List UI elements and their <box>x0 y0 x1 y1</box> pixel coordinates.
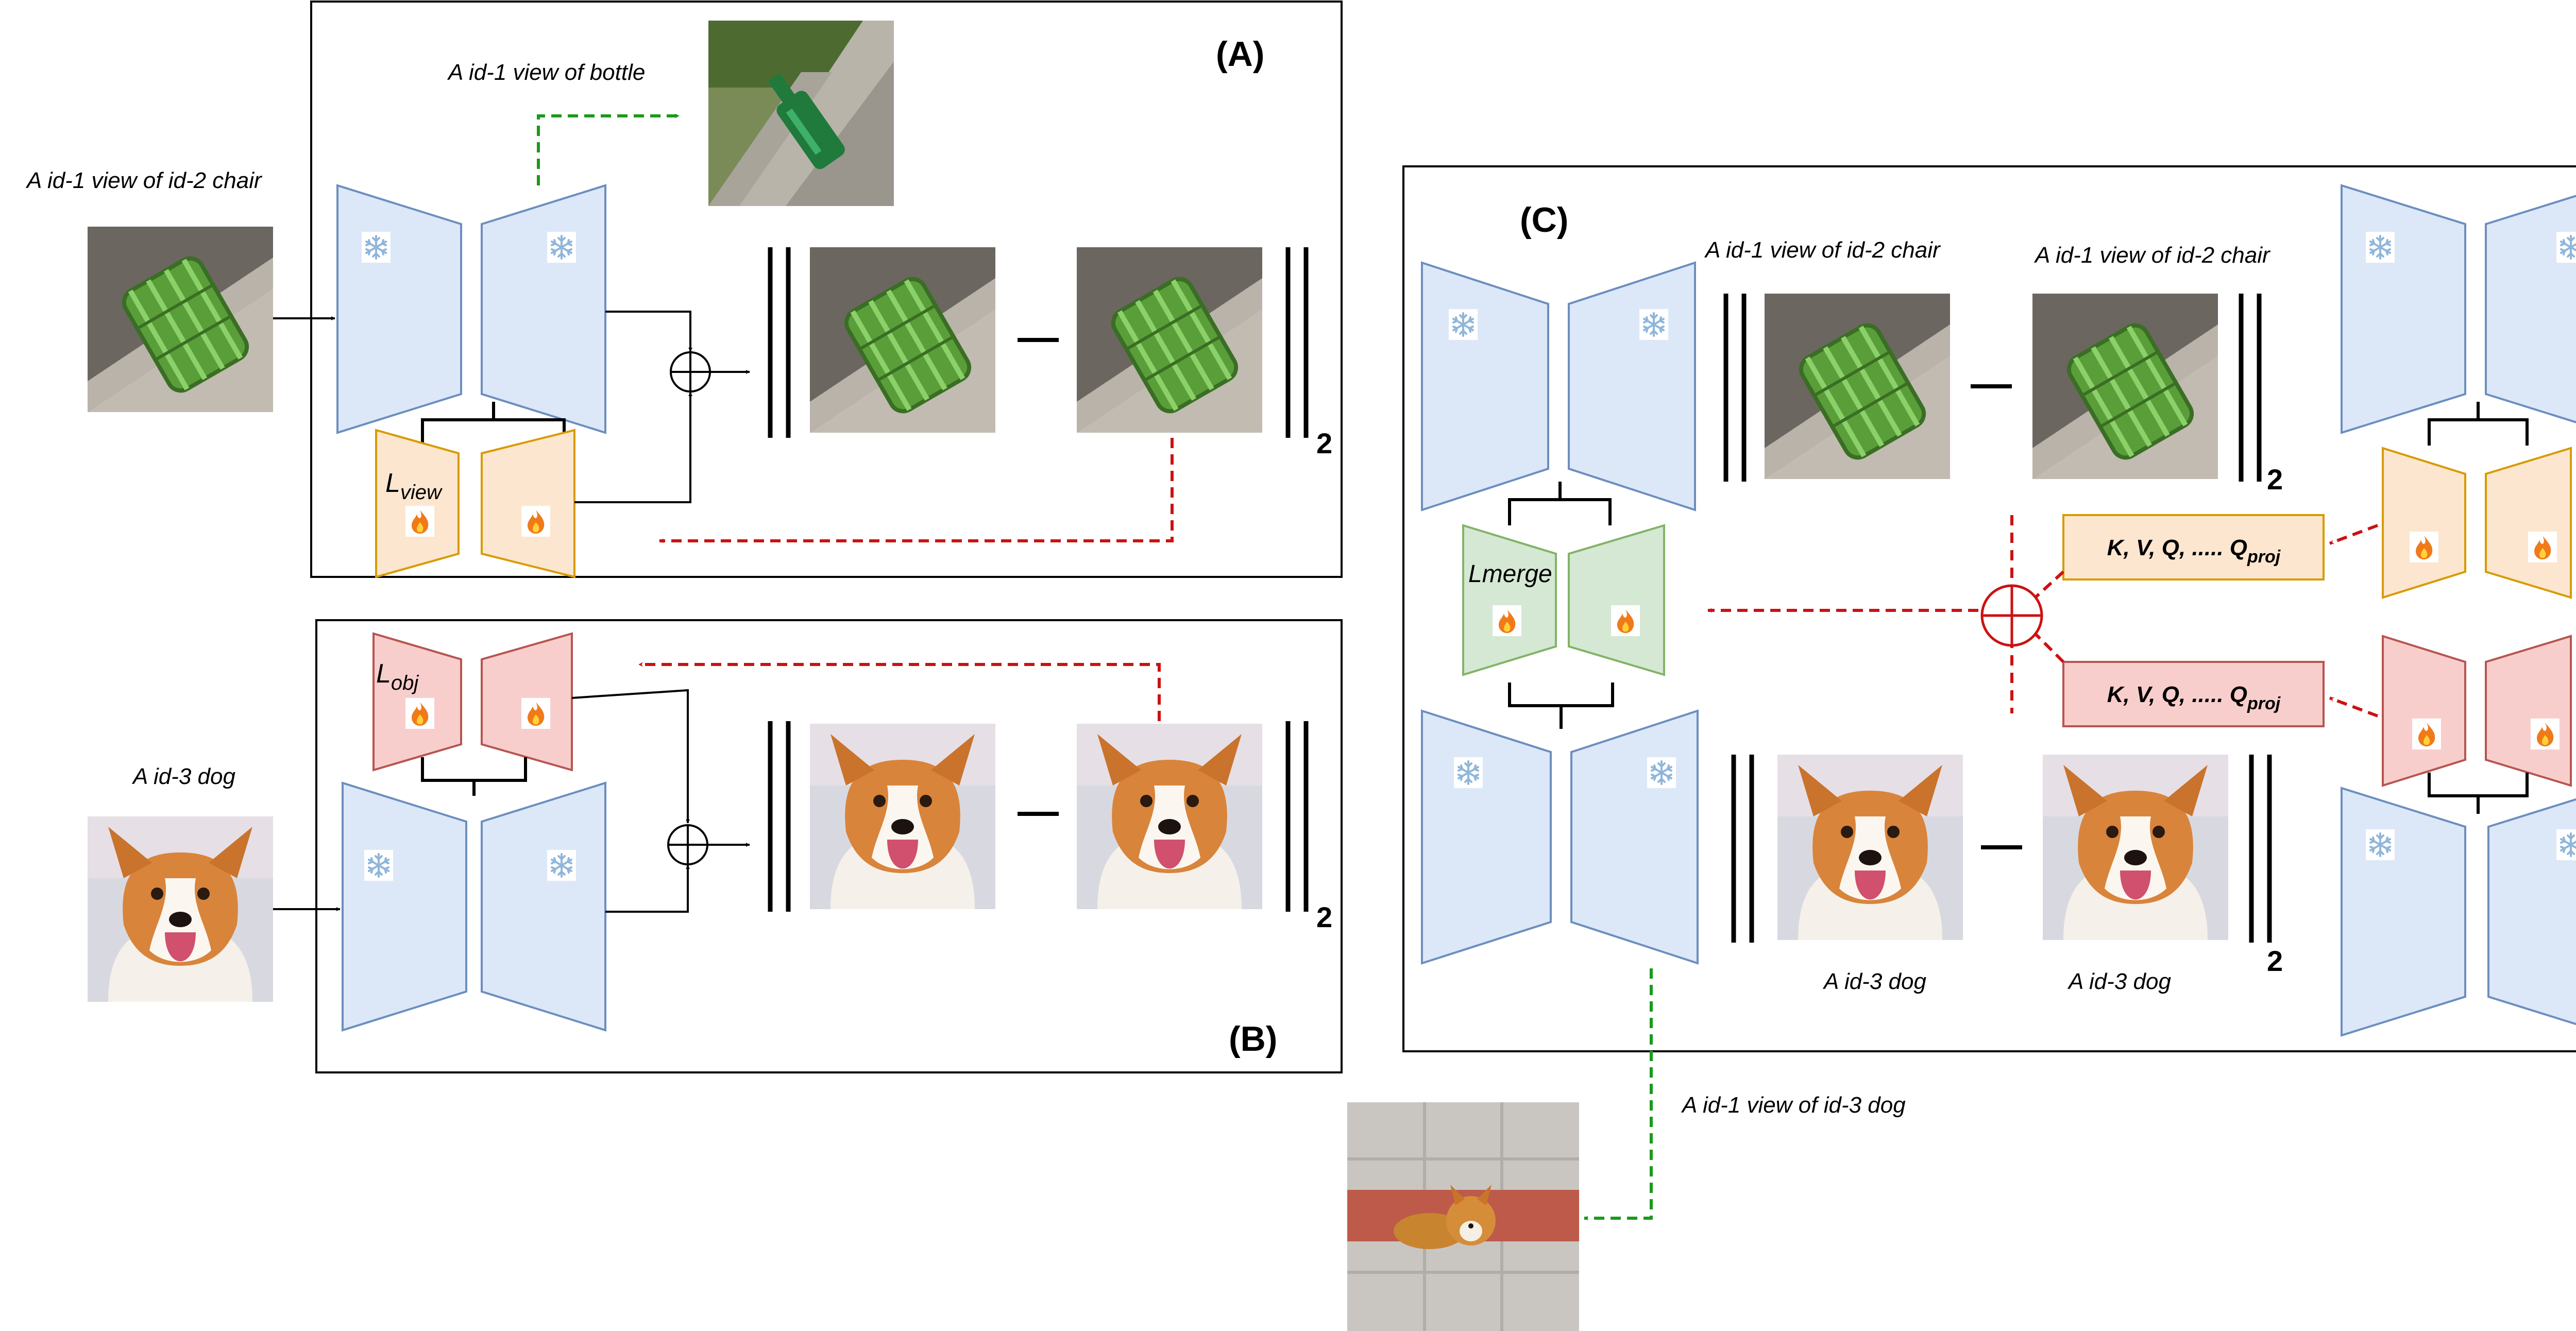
predicted-dog-image <box>810 724 995 909</box>
lora-connector-c-top <box>1508 498 1612 525</box>
fire-icon <box>2410 532 2438 562</box>
proj-box-view <box>2062 514 2325 581</box>
panel-a-border <box>310 1 1343 578</box>
fire-icon <box>2412 719 2441 749</box>
frozen-decoder-c-top <box>1568 261 1696 511</box>
lora-connector-c-right-bottom <box>2428 773 2529 797</box>
target-dog-image <box>1077 724 1262 909</box>
line-lora-to-sum-a <box>574 392 692 503</box>
c-obj-lora-encoder <box>2382 635 2466 787</box>
c-dog-label-1: A id-3 dog <box>1822 969 1926 994</box>
lora-connector-c-right-top <box>2428 418 2529 446</box>
red-arrow-obj-lora-to-proj <box>2329 696 2379 718</box>
panel-c-tag: (C) <box>1520 200 1568 240</box>
line-lora-to-sum-b <box>571 689 690 824</box>
panel-b-tag: (B) <box>1229 1019 1277 1059</box>
merge-lora-label: Lmerge <box>1468 560 1552 588</box>
frozen-decoder-a <box>481 184 606 434</box>
c-chair-label-2: A id-1 view of id-2 chair <box>2033 243 2271 268</box>
norm-subscript: 2 <box>2267 945 2283 977</box>
c-target-chair-image <box>2032 294 2218 479</box>
snowflake-icon <box>2365 231 2396 264</box>
bottle-label: A id-1 view of bottle <box>447 60 645 85</box>
line-decoder-to-sum-a <box>605 311 692 352</box>
c-chair-label-1: A id-1 view of id-2 chair <box>1704 237 1941 263</box>
fire-icon <box>521 698 550 729</box>
circle-plus-icon <box>670 351 711 393</box>
frozen-encoder-b <box>342 781 467 1032</box>
view-lora-label: Lview <box>385 468 443 504</box>
fire-icon <box>405 698 434 729</box>
lora-connector-b <box>421 757 527 782</box>
snowflake-icon <box>361 231 392 264</box>
c-view-lora-encoder <box>2382 447 2466 599</box>
frozen-encoder-c-top <box>1421 261 1549 511</box>
snowflake-icon <box>363 849 394 882</box>
snowflake-icon <box>1448 308 1479 341</box>
fire-icon <box>1493 605 1521 636</box>
frozen-encoder-c-bottom <box>1421 709 1552 965</box>
red-feedback-arrow-a <box>659 438 1174 543</box>
proj-box-obj-text: K, V, Q, ..... Qproj <box>2107 682 2281 713</box>
merge-lora-encoder <box>1462 524 1557 676</box>
red-feedback-arrow-b <box>638 662 1161 721</box>
merge-lora-decoder <box>1568 524 1665 676</box>
fire-icon <box>2531 719 2560 749</box>
red-merge-dash-from-view <box>2031 570 2065 602</box>
green-arrow-to-output <box>1584 968 1653 1221</box>
snowflake-icon <box>2365 828 2396 861</box>
fire-icon <box>405 506 434 537</box>
input-dog-label: A id-3 dog <box>131 764 235 789</box>
c-view-lora-decoder <box>2485 447 2572 599</box>
norm-subscript: 2 <box>1316 427 1332 459</box>
input-chair-image <box>88 227 273 412</box>
c-dog-label-2: A id-3 dog <box>2067 969 2171 994</box>
frozen-encoder-c-right-bottom <box>2341 787 2466 1037</box>
view-lora-decoder <box>481 429 575 578</box>
predicted-chair-image <box>810 247 995 433</box>
green-arrow-to-bottle <box>537 113 680 185</box>
snowflake-icon <box>1453 756 1484 789</box>
snowflake-icon <box>546 231 577 264</box>
panel-a-tag: (A) <box>1216 35 1264 74</box>
frozen-encoder-c-right-top <box>2341 184 2466 434</box>
frozen-decoder-c-right-top <box>2485 195 2576 423</box>
norm-subscript: 2 <box>2267 463 2283 496</box>
bottle-image <box>708 21 894 206</box>
snowflake-icon <box>546 849 577 882</box>
output-label: A id-1 view of id-3 dog <box>1681 1093 1906 1118</box>
proj-box-view-text: K, V, Q, ..... Qproj <box>2107 535 2281 567</box>
input-dog-image <box>88 816 273 1002</box>
proj-box-obj <box>2062 661 2325 727</box>
fire-icon <box>521 506 550 537</box>
line-decoder-to-sum-b <box>605 865 690 913</box>
snowflake-icon <box>1646 756 1677 789</box>
panel-c-border <box>1402 165 2576 1052</box>
frozen-decoder-c-bottom <box>1570 709 1699 965</box>
c-target-dog-image <box>2043 755 2228 940</box>
c-predicted-chair-image <box>1765 294 1950 479</box>
view-lora-encoder <box>375 429 460 578</box>
panel-b-border <box>315 619 1343 1073</box>
frozen-decoder-c-right-bottom <box>2487 798 2576 1026</box>
obj-lora-label: Lobj <box>376 659 419 694</box>
frozen-encoder-a <box>336 184 462 434</box>
output-dog-image <box>1347 1102 1579 1331</box>
snowflake-icon <box>1638 308 1669 341</box>
snowflake-icon <box>2555 231 2576 264</box>
circle-plus-icon <box>667 824 708 865</box>
c-obj-lora-decoder <box>2485 635 2572 787</box>
input-chair-label: A id-1 view of id-2 chair <box>25 168 263 193</box>
red-arrow-view-lora-to-proj <box>2329 524 2379 545</box>
lora-connector-c-bottom <box>1508 682 1614 707</box>
fire-icon <box>2528 532 2557 562</box>
frozen-decoder-b <box>481 781 606 1032</box>
target-chair-image <box>1077 247 1262 433</box>
red-merge-dash-from-obj <box>2031 629 2065 663</box>
fire-icon <box>1611 605 1640 636</box>
norm-subscript: 2 <box>1316 901 1332 933</box>
snowflake-icon <box>2555 828 2576 861</box>
c-predicted-dog-image <box>1777 755 1963 940</box>
